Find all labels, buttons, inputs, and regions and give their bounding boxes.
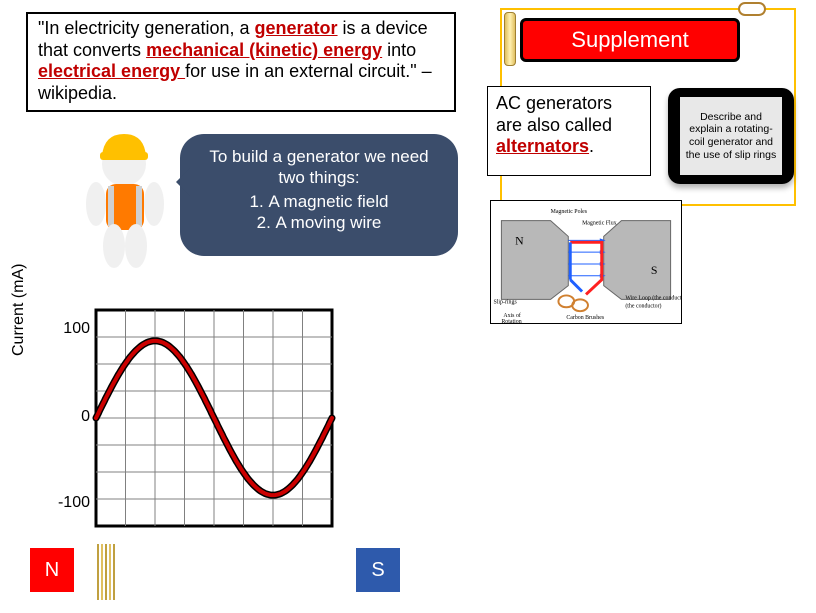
sine-chart [32, 304, 342, 536]
speech-bubble: To build a generator we need two things:… [180, 134, 458, 256]
diagram-slip-label: Slip-rings [494, 299, 518, 305]
definition-box: "In electricity generation, a generator … [26, 12, 456, 112]
diagram-axis-label-2: Rotation [501, 319, 521, 324]
south-magnet: S [356, 548, 400, 592]
scroll-decoration [504, 12, 516, 66]
scroll-knob [738, 2, 766, 16]
diagram-s-label: S [651, 263, 658, 277]
north-label: N [45, 559, 59, 582]
supplement-title-text: Supplement [571, 27, 688, 53]
speech-item-1: A magnetic field [194, 191, 444, 212]
objective-text: Describe and explain a rotating-coil gen… [680, 97, 782, 175]
quote-mechanical: mechanical (kinetic) energy [146, 40, 382, 60]
speech-item-2: A moving wire [194, 212, 444, 233]
diagram-brushes-label: Carbon Brushes [566, 315, 605, 321]
quote-mid2: into [382, 40, 416, 60]
quote-electrical: electrical energy [38, 61, 185, 81]
supplement-title: Supplement [520, 18, 740, 62]
south-label: S [371, 559, 384, 582]
diagram-loop-label: Wire Loop (the conductor) [625, 294, 682, 301]
quote-pre: "In electricity generation, a [38, 18, 255, 38]
objective-tablet: Describe and explain a rotating-coil gen… [668, 88, 794, 184]
diagram-n-label: N [515, 233, 524, 247]
ac-alternators: alternators [496, 136, 589, 156]
ac-dot: . [589, 136, 594, 156]
worker-figure [76, 124, 176, 272]
ac-text: AC generators are also called [496, 93, 612, 135]
north-magnet: N [30, 548, 74, 592]
diagram-flux-label: Magnetic Flux [582, 221, 617, 227]
diagram-loop-label-2: (the conductor) [625, 302, 661, 309]
quote-generator: generator [255, 18, 338, 38]
coil-lines [96, 544, 118, 600]
chart-ylabel: Current (mA) [10, 264, 28, 356]
alternator-box: AC generators are also called alternator… [487, 86, 651, 176]
generator-diagram: N S Magnetic Poles Magnetic Flux Slip-ri… [490, 200, 682, 324]
speech-list: A magnetic field A moving wire [194, 191, 444, 234]
diagram-poles-label: Magnetic Poles [551, 209, 588, 215]
speech-intro: To build a generator we need two things: [194, 146, 444, 189]
